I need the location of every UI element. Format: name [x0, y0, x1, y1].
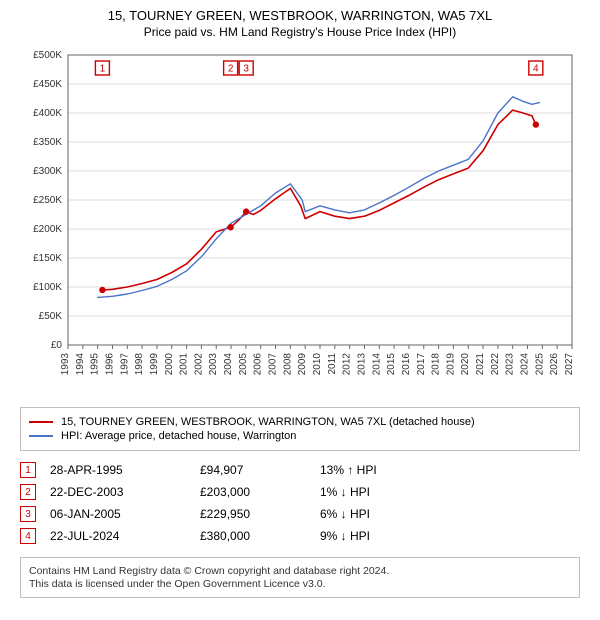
svg-text:2014: 2014 [371, 353, 382, 376]
svg-text:2001: 2001 [179, 353, 190, 376]
svg-text:£350K: £350K [33, 137, 62, 148]
sales-table: 1 28-APR-1995£94,90713% ↑ HPI 2 22-DEC-2003… [20, 459, 580, 547]
sales-date: 28-APR-1995 [50, 463, 200, 477]
svg-text:2019: 2019 [445, 353, 456, 376]
svg-text:2013: 2013 [356, 353, 367, 376]
svg-text:2006: 2006 [253, 353, 264, 376]
svg-text:2000: 2000 [164, 353, 175, 376]
sales-diff: 13% ↑ HPI [320, 463, 430, 477]
svg-text:2025: 2025 [534, 353, 545, 376]
legend-swatch [29, 435, 53, 437]
svg-text:2016: 2016 [401, 353, 412, 376]
svg-text:2022: 2022 [490, 353, 501, 376]
svg-text:2018: 2018 [431, 353, 442, 376]
svg-text:2027: 2027 [564, 353, 575, 376]
sales-date: 22-DEC-2003 [50, 485, 200, 499]
svg-text:£450K: £450K [33, 79, 62, 90]
legend-swatch [29, 421, 53, 423]
svg-text:£0: £0 [51, 340, 63, 351]
svg-text:1993: 1993 [60, 353, 71, 376]
legend-row: HPI: Average price, detached house, Warr… [29, 430, 571, 442]
svg-text:1: 1 [100, 64, 106, 75]
svg-text:£50K: £50K [39, 311, 63, 322]
sales-price: £203,000 [200, 485, 320, 499]
svg-text:2004: 2004 [223, 353, 234, 376]
svg-text:1998: 1998 [134, 353, 145, 376]
svg-text:2023: 2023 [505, 353, 516, 376]
title-block: 15, TOURNEY GREEN, WESTBROOK, WARRINGTON… [10, 8, 590, 39]
svg-text:1999: 1999 [149, 353, 160, 376]
svg-text:1997: 1997 [119, 353, 130, 376]
svg-text:£100K: £100K [33, 282, 62, 293]
sales-marker: 4 [20, 528, 36, 544]
sales-price: £229,950 [200, 507, 320, 521]
svg-text:2005: 2005 [238, 353, 249, 376]
svg-text:4: 4 [533, 64, 539, 75]
svg-text:£200K: £200K [33, 224, 62, 235]
sales-diff: 6% ↓ HPI [320, 507, 430, 521]
svg-text:2: 2 [228, 64, 234, 75]
svg-text:2024: 2024 [520, 353, 531, 376]
sales-row: 2 22-DEC-2003£203,0001% ↓ HPI [20, 481, 580, 503]
chart: £0 £50K £100K £150K £200K £250K £300K £350K £400… [20, 47, 580, 397]
svg-text:£300K: £300K [33, 166, 62, 177]
sales-row: 1 28-APR-1995£94,90713% ↑ HPI [20, 459, 580, 481]
chart-container: 15, TOURNEY GREEN, WESTBROOK, WARRINGTON… [0, 0, 600, 606]
svg-text:1994: 1994 [75, 353, 86, 376]
svg-text:2020: 2020 [460, 353, 471, 376]
svg-text:£250K: £250K [33, 195, 62, 206]
sales-marker: 3 [20, 506, 36, 522]
sales-marker: 1 [20, 462, 36, 478]
svg-text:£400K: £400K [33, 108, 62, 119]
footer-line2: This data is licensed under the Open Gov… [29, 578, 571, 590]
legend-label: HPI: Average price, detached house, Warr… [61, 430, 296, 442]
svg-text:2008: 2008 [282, 353, 293, 376]
svg-text:2007: 2007 [268, 353, 279, 376]
svg-text:£500K: £500K [33, 50, 62, 61]
sales-date: 06-JAN-2005 [50, 507, 200, 521]
title-address: 15, TOURNEY GREEN, WESTBROOK, WARRINGTON… [10, 8, 590, 23]
svg-text:2003: 2003 [208, 353, 219, 376]
footer: Contains HM Land Registry data © Crown c… [20, 557, 580, 598]
sales-row: 3 06-JAN-2005£229,9506% ↓ HPI [20, 503, 580, 525]
legend-row: 15, TOURNEY GREEN, WESTBROOK, WARRINGTON… [29, 416, 571, 428]
sales-date: 22-JUL-2024 [50, 529, 200, 543]
sales-diff: 1% ↓ HPI [320, 485, 430, 499]
sales-diff: 9% ↓ HPI [320, 529, 430, 543]
svg-text:2021: 2021 [475, 353, 486, 376]
chart-svg: £0 £50K £100K £150K £200K £250K £300K £350K £400… [20, 47, 580, 397]
title-subtitle: Price paid vs. HM Land Registry's House … [10, 25, 590, 39]
svg-text:2026: 2026 [549, 353, 560, 376]
svg-text:2010: 2010 [312, 353, 323, 376]
svg-text:2011: 2011 [327, 353, 338, 375]
svg-text:2015: 2015 [386, 353, 397, 376]
svg-text:1995: 1995 [90, 353, 101, 376]
svg-text:1996: 1996 [104, 353, 115, 376]
svg-text:£150K: £150K [33, 253, 62, 264]
sales-price: £380,000 [200, 529, 320, 543]
svg-text:3: 3 [243, 64, 249, 75]
legend-label: 15, TOURNEY GREEN, WESTBROOK, WARRINGTON… [61, 416, 475, 428]
legend: 15, TOURNEY GREEN, WESTBROOK, WARRINGTON… [20, 407, 580, 451]
svg-text:2009: 2009 [297, 353, 308, 376]
sales-row: 4 22-JUL-2024£380,0009% ↓ HPI [20, 525, 580, 547]
svg-text:2002: 2002 [193, 353, 204, 376]
sales-marker: 2 [20, 484, 36, 500]
svg-text:2012: 2012 [342, 353, 353, 376]
footer-line1: Contains HM Land Registry data © Crown c… [29, 565, 571, 577]
sales-price: £94,907 [200, 463, 320, 477]
svg-text:2017: 2017 [416, 353, 427, 376]
